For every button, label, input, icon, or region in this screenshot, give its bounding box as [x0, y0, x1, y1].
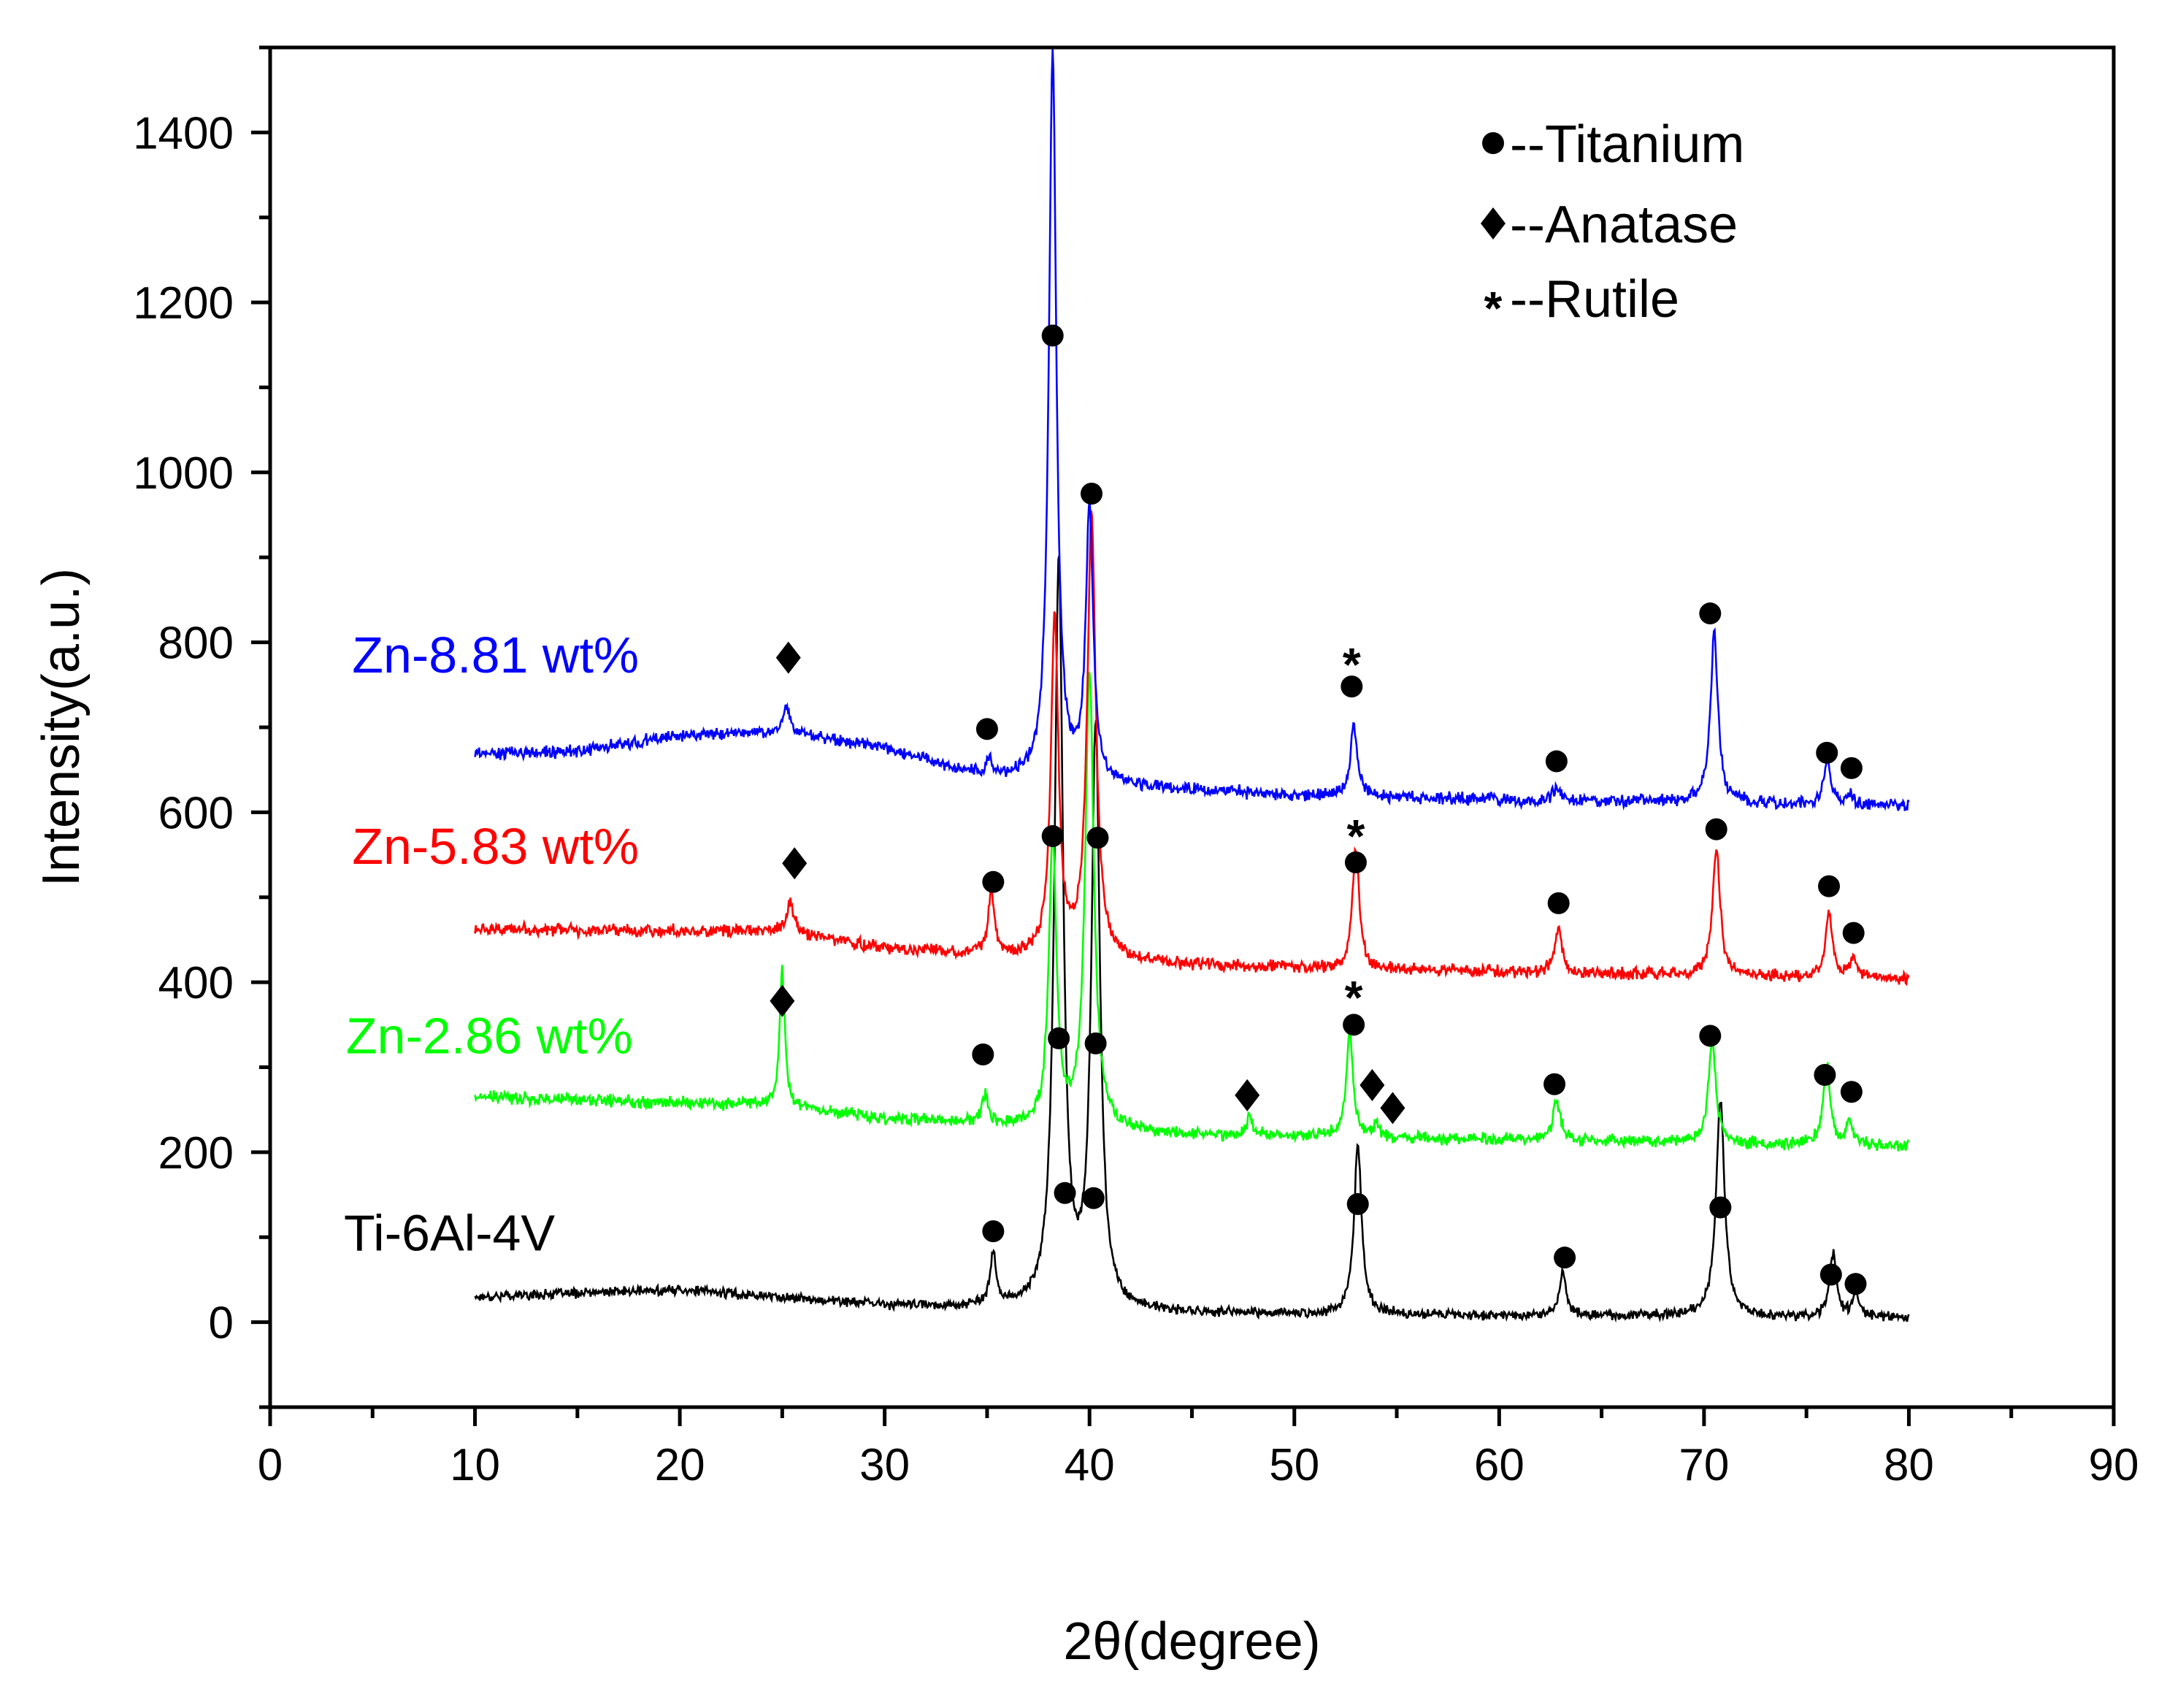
x-tick-label: 20 [655, 1440, 705, 1490]
y-tick-label: 600 [158, 788, 234, 838]
titanium-marker [1699, 602, 1722, 625]
y-tick-label: 0 [209, 1298, 234, 1349]
legend-label: --Titanium [1510, 115, 1744, 174]
anatase-marker [770, 984, 795, 1017]
x-tick-label: 30 [859, 1440, 910, 1490]
y-tick-label: 800 [158, 619, 234, 669]
series-line-3 [474, 510, 1910, 987]
series-label: Zn-8.81 wt% [352, 627, 639, 683]
series-line-1 [474, 555, 1910, 1323]
anatase-marker [1359, 1068, 1385, 1101]
axis-layer: 0 10 20 30 40 50 60 70 80 90 0 200 400 600 800 1000 1200… [133, 45, 2139, 1490]
legend-label: --Rutile [1510, 270, 1679, 329]
titanium-marker [1086, 827, 1109, 849]
titanium-marker [1840, 1081, 1863, 1103]
legend-diamond-icon [1481, 207, 1506, 240]
series-label: Zn-2.86 wt% [346, 1007, 633, 1064]
marker-layer: *** [770, 324, 1867, 1295]
titanium-marker [1842, 922, 1865, 944]
label-layer: Zn-8.81 wt% Zn-5.83 wt% Zn-2.86 wt% Ti-6Al-… [344, 627, 639, 1261]
titanium-marker [1547, 892, 1570, 914]
titanium-marker [1084, 1032, 1107, 1054]
y-tick-label: 1200 [133, 278, 234, 329]
titanium-marker [1543, 1073, 1566, 1095]
titanium-marker [1048, 1027, 1070, 1049]
y-tick-label: 1000 [133, 448, 234, 499]
titanium-marker [1082, 1187, 1105, 1209]
legend-asterisk-icon: * [1484, 282, 1503, 334]
x-tick-label: 10 [450, 1440, 500, 1490]
titanium-marker [1814, 1063, 1836, 1086]
legend-label: --Anatase [1510, 196, 1738, 254]
titanium-marker [1346, 1192, 1369, 1215]
titanium-marker [1041, 324, 1064, 347]
legend: --Titanium --Anatase* --Rutile [1481, 115, 1744, 334]
x-tick-label: 90 [2089, 1440, 2139, 1490]
series-line-2 [474, 672, 1910, 1152]
titanium-marker [1041, 824, 1064, 847]
series-layer [474, 48, 1910, 1323]
legend-circle-icon [1482, 132, 1504, 154]
titanium-marker [1816, 741, 1838, 764]
x-tick-label: 60 [1474, 1440, 1524, 1490]
x-tick-label: 80 [1884, 1440, 1934, 1490]
y-tick-label: 1400 [133, 108, 234, 158]
titanium-marker [1545, 750, 1568, 773]
y-axis-title: Intensity(a.u.) [32, 568, 91, 886]
titanium-marker [1819, 1263, 1842, 1286]
titanium-marker [1844, 1273, 1867, 1295]
series-label: Zn-5.83 wt% [352, 818, 639, 875]
titanium-marker [1699, 1025, 1722, 1047]
anatase-marker [1380, 1092, 1405, 1125]
y-tick-label: 200 [158, 1128, 234, 1179]
series-line-4 [474, 48, 1910, 811]
titanium-marker [1840, 757, 1863, 779]
titanium-marker [1554, 1246, 1576, 1269]
titanium-marker [1818, 875, 1841, 897]
titanium-marker [972, 1043, 994, 1066]
anatase-marker [782, 847, 808, 880]
titanium-marker [982, 870, 1005, 893]
y-tick-label: 400 [158, 958, 234, 1008]
x-tick-label: 40 [1065, 1440, 1115, 1490]
x-tick-label: 50 [1269, 1440, 1319, 1490]
titanium-marker [1081, 482, 1103, 505]
titanium-marker [975, 718, 998, 740]
titanium-marker [1344, 851, 1367, 874]
titanium-marker [1341, 675, 1363, 698]
x-tick-label: 70 [1679, 1440, 1729, 1490]
titanium-marker [1054, 1182, 1076, 1204]
titanium-marker [1343, 1014, 1365, 1036]
anatase-marker [775, 641, 801, 674]
titanium-marker [1705, 818, 1727, 840]
x-axis-title: 2θ(degree) [1063, 1612, 1320, 1671]
series-label: Ti-6Al-4V [344, 1204, 555, 1261]
titanium-marker [982, 1220, 1005, 1243]
titanium-marker [1709, 1196, 1732, 1219]
anatase-marker [1235, 1079, 1260, 1111]
x-tick-label: 0 [258, 1440, 283, 1490]
